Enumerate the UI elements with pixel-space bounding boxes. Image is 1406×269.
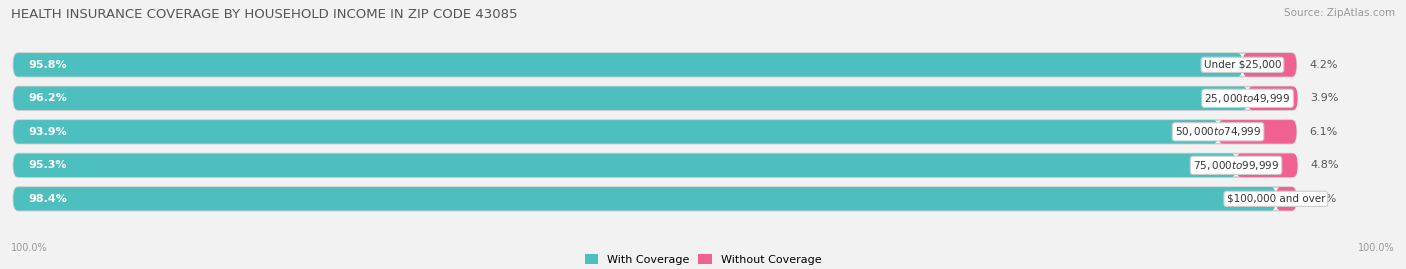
FancyBboxPatch shape bbox=[14, 87, 1247, 110]
Text: 93.9%: 93.9% bbox=[30, 127, 67, 137]
Text: $100,000 and over: $100,000 and over bbox=[1226, 194, 1324, 204]
Text: 3.9%: 3.9% bbox=[1310, 93, 1339, 103]
Text: 100.0%: 100.0% bbox=[1358, 243, 1395, 253]
Text: 4.8%: 4.8% bbox=[1310, 160, 1339, 170]
FancyBboxPatch shape bbox=[1218, 120, 1296, 144]
FancyBboxPatch shape bbox=[14, 53, 1243, 77]
Legend: With Coverage, Without Coverage: With Coverage, Without Coverage bbox=[585, 254, 821, 265]
Text: 95.8%: 95.8% bbox=[30, 60, 67, 70]
Text: 96.2%: 96.2% bbox=[30, 93, 67, 103]
Text: 98.4%: 98.4% bbox=[30, 194, 67, 204]
FancyBboxPatch shape bbox=[1243, 53, 1296, 77]
Text: Under $25,000: Under $25,000 bbox=[1204, 60, 1281, 70]
FancyBboxPatch shape bbox=[14, 187, 1275, 211]
Text: HEALTH INSURANCE COVERAGE BY HOUSEHOLD INCOME IN ZIP CODE 43085: HEALTH INSURANCE COVERAGE BY HOUSEHOLD I… bbox=[11, 8, 517, 21]
Text: $50,000 to $74,999: $50,000 to $74,999 bbox=[1175, 125, 1261, 138]
FancyBboxPatch shape bbox=[14, 87, 1296, 110]
FancyBboxPatch shape bbox=[1236, 154, 1298, 177]
Text: 95.3%: 95.3% bbox=[30, 160, 67, 170]
FancyBboxPatch shape bbox=[14, 154, 1236, 177]
Text: Source: ZipAtlas.com: Source: ZipAtlas.com bbox=[1284, 8, 1395, 18]
Text: 1.6%: 1.6% bbox=[1309, 194, 1337, 204]
FancyBboxPatch shape bbox=[1247, 87, 1298, 110]
FancyBboxPatch shape bbox=[14, 154, 1296, 177]
Text: 100.0%: 100.0% bbox=[11, 243, 48, 253]
FancyBboxPatch shape bbox=[14, 187, 1296, 211]
FancyBboxPatch shape bbox=[1275, 187, 1296, 211]
FancyBboxPatch shape bbox=[14, 53, 1296, 77]
Text: 4.2%: 4.2% bbox=[1309, 60, 1337, 70]
FancyBboxPatch shape bbox=[14, 120, 1296, 144]
FancyBboxPatch shape bbox=[14, 120, 1218, 144]
Text: $75,000 to $99,999: $75,000 to $99,999 bbox=[1192, 159, 1279, 172]
Text: 6.1%: 6.1% bbox=[1309, 127, 1337, 137]
Text: $25,000 to $49,999: $25,000 to $49,999 bbox=[1205, 92, 1291, 105]
